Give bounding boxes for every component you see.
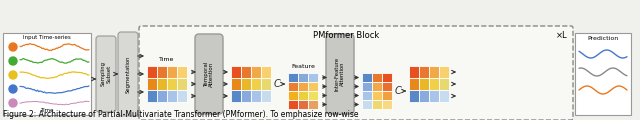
- FancyBboxPatch shape: [139, 26, 573, 120]
- Bar: [241, 78, 251, 90]
- Bar: [231, 78, 241, 90]
- Bar: [298, 73, 308, 82]
- Bar: [251, 90, 261, 102]
- Bar: [419, 78, 429, 90]
- Text: Time: Time: [40, 108, 54, 113]
- Bar: [362, 73, 372, 82]
- Bar: [288, 91, 298, 100]
- Bar: [3, 33, 91, 115]
- Text: Time: Time: [159, 57, 175, 62]
- FancyBboxPatch shape: [195, 34, 223, 114]
- Bar: [157, 78, 167, 90]
- Bar: [372, 82, 382, 91]
- Bar: [261, 78, 271, 90]
- Bar: [167, 78, 177, 90]
- Bar: [261, 66, 271, 78]
- Bar: [177, 66, 187, 78]
- Bar: [409, 66, 419, 78]
- Text: ×L: ×L: [556, 31, 567, 40]
- Bar: [419, 90, 429, 102]
- Bar: [308, 100, 318, 109]
- Bar: [177, 78, 187, 90]
- FancyBboxPatch shape: [118, 32, 138, 116]
- Bar: [308, 73, 318, 82]
- Bar: [157, 90, 167, 102]
- Bar: [157, 66, 167, 78]
- Bar: [288, 82, 298, 91]
- Bar: [382, 73, 392, 82]
- Bar: [439, 90, 449, 102]
- Text: PMformer Block: PMformer Block: [313, 31, 379, 40]
- FancyBboxPatch shape: [326, 34, 354, 114]
- Bar: [261, 90, 271, 102]
- Bar: [382, 100, 392, 109]
- Bar: [419, 66, 429, 78]
- Bar: [308, 82, 318, 91]
- Text: Sampling
Subset: Sampling Subset: [100, 61, 111, 87]
- Text: C: C: [395, 86, 402, 96]
- Bar: [429, 90, 439, 102]
- Bar: [439, 66, 449, 78]
- Circle shape: [9, 99, 17, 107]
- Circle shape: [9, 57, 17, 65]
- Bar: [231, 90, 241, 102]
- Bar: [167, 66, 177, 78]
- Bar: [409, 78, 419, 90]
- Text: Feature: Feature: [291, 64, 315, 69]
- Bar: [439, 78, 449, 90]
- Bar: [251, 66, 261, 78]
- Bar: [382, 82, 392, 91]
- Bar: [241, 90, 251, 102]
- Bar: [362, 82, 372, 91]
- Text: Prediction: Prediction: [588, 36, 619, 41]
- Bar: [382, 91, 392, 100]
- Bar: [231, 66, 241, 78]
- Text: Input Time-series: Input Time-series: [23, 35, 71, 40]
- Bar: [147, 78, 157, 90]
- Circle shape: [9, 85, 17, 93]
- Bar: [241, 66, 251, 78]
- Bar: [362, 100, 372, 109]
- FancyBboxPatch shape: [96, 36, 116, 112]
- Bar: [372, 73, 382, 82]
- Bar: [409, 90, 419, 102]
- Bar: [362, 91, 372, 100]
- Bar: [429, 66, 439, 78]
- Text: Temporal
Attention: Temporal Attention: [204, 61, 214, 87]
- Circle shape: [9, 43, 17, 51]
- Bar: [147, 66, 157, 78]
- Text: Segmentation: Segmentation: [125, 55, 131, 93]
- Text: Figure 2: Architecture of Partial-Multivariate Transformer (PMformer). To emphas: Figure 2: Architecture of Partial-Multiv…: [3, 110, 358, 119]
- Bar: [575, 33, 631, 115]
- Bar: [251, 78, 261, 90]
- Bar: [177, 90, 187, 102]
- Text: Feature: Feature: [0, 64, 2, 84]
- Bar: [298, 82, 308, 91]
- Bar: [429, 78, 439, 90]
- Text: C: C: [274, 79, 281, 89]
- Bar: [372, 91, 382, 100]
- Bar: [288, 100, 298, 109]
- Circle shape: [9, 71, 17, 79]
- Bar: [167, 90, 177, 102]
- Bar: [298, 100, 308, 109]
- Bar: [288, 73, 298, 82]
- Bar: [372, 100, 382, 109]
- Text: Inter-Feature
Attention: Inter-Feature Attention: [335, 57, 346, 91]
- Bar: [298, 91, 308, 100]
- Bar: [147, 90, 157, 102]
- Bar: [308, 91, 318, 100]
